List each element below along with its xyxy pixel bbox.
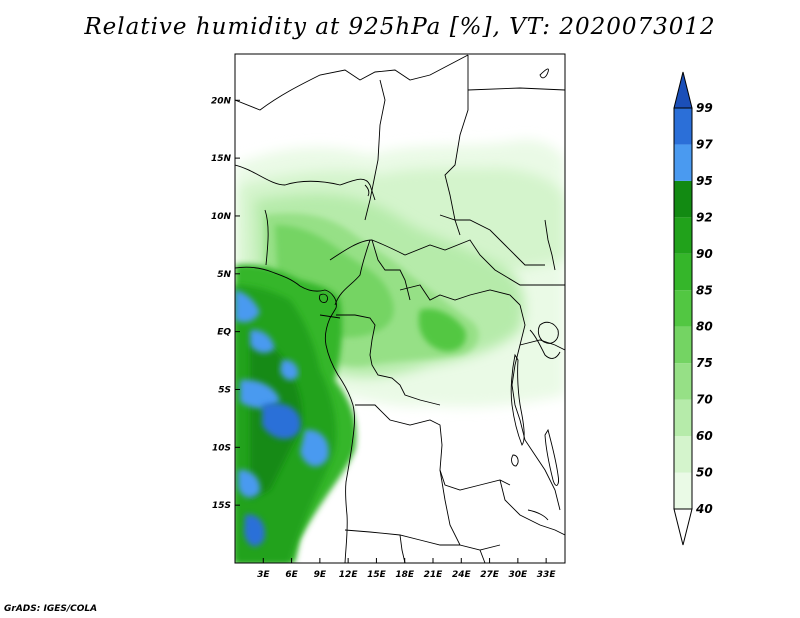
rh-region <box>240 379 280 409</box>
lat-tick-label: 5S <box>218 385 231 395</box>
colorbar-label: 60 <box>696 429 713 443</box>
colorbar-segment <box>674 399 692 437</box>
chart-title: Relative humidity at 925hPa [%], VT: 202… <box>84 14 716 40</box>
lat-tick-label: EQ <box>217 328 231 338</box>
lat-tick-label: 15S <box>212 501 231 511</box>
colorbar-segment <box>673 508 693 546</box>
colorbar-segment <box>674 290 692 327</box>
lon-tick-label: 24E <box>452 570 472 580</box>
colorbar-segment <box>674 217 692 254</box>
lon-tick-label: 30E <box>509 570 529 580</box>
colorbar-label: 92 <box>696 210 713 224</box>
rh-region <box>250 329 275 354</box>
colorbar: 40 50 60 70 75 80 85 90 92 95 97 99 <box>673 71 713 546</box>
rh-region <box>300 429 329 467</box>
colorbar-label: 80 <box>696 320 713 334</box>
map-frame <box>234 53 566 564</box>
colorbar-segment <box>674 363 692 400</box>
lat-tick-label: 10S <box>212 443 231 453</box>
longitude-axis: 3E 6E 9E 12E 15E 18E 21E 24E 27E 30E 33E <box>257 558 556 580</box>
rh-region <box>238 469 261 498</box>
rh-region <box>235 290 260 323</box>
lon-tick-label: 15E <box>367 570 387 580</box>
lon-tick-label: 9E <box>314 570 327 580</box>
colorbar-label: 90 <box>696 247 713 261</box>
colorbar-label: 95 <box>696 174 713 188</box>
rh-region <box>418 308 466 352</box>
colorbar-label: 99 <box>696 101 713 115</box>
latitude-axis: 20N 15N 10N 5N EQ 5S 10S 15S <box>211 96 240 511</box>
colorbar-label: 75 <box>696 356 713 370</box>
colorbar-label: 50 <box>696 466 713 480</box>
footer-credit: GrADS: IGES/COLA <box>4 604 98 614</box>
colorbar-label: 85 <box>696 283 713 297</box>
colorbar-segment <box>674 472 692 509</box>
lon-tick-label: 33E <box>537 570 557 580</box>
lat-tick-label: 5N <box>217 270 231 280</box>
humidity-field <box>235 139 565 563</box>
lon-tick-label: 12E <box>339 570 359 580</box>
lat-tick-label: 15N <box>211 154 232 164</box>
country-boundaries <box>235 54 565 563</box>
colorbar-segment <box>674 436 692 473</box>
lat-tick-label: 10N <box>211 212 232 222</box>
colorbar-outline <box>673 107 693 510</box>
lon-tick-label: 21E <box>424 570 444 580</box>
colorbar-label: 97 <box>696 137 713 151</box>
colorbar-segment <box>674 180 692 218</box>
lon-tick-label: 18E <box>395 570 415 580</box>
colorbar-label: 40 <box>695 502 713 516</box>
colorbar-segment <box>674 253 692 291</box>
lon-tick-label: 3E <box>257 570 270 580</box>
rh-region <box>262 402 301 440</box>
rh-region <box>244 514 265 547</box>
colorbar-segment <box>674 108 692 145</box>
lat-tick-label: 20N <box>211 96 232 106</box>
lon-tick-label: 27E <box>480 570 500 580</box>
colorbar-segment <box>674 326 692 364</box>
lakes <box>319 68 559 521</box>
colorbar-segment <box>674 144 692 181</box>
rh-region <box>280 359 299 381</box>
colorbar-label: 70 <box>696 393 713 407</box>
lon-tick-label: 6E <box>285 570 298 580</box>
colorbar-segment <box>673 71 693 109</box>
